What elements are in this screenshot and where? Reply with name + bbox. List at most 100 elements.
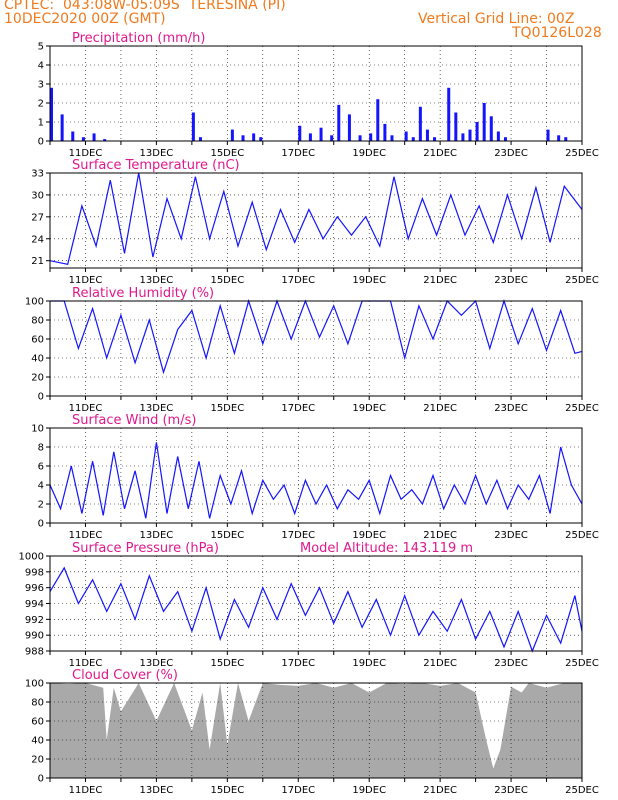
x-tick-label: 19DEC [352, 275, 386, 286]
y-tick-label: 24 [31, 234, 44, 245]
precip-bar [71, 131, 75, 141]
precip-bar [92, 133, 96, 141]
x-tick-label: 23DEC [494, 530, 528, 541]
y-tick-label: 4 [38, 61, 44, 72]
precip-bar [241, 135, 245, 141]
y-tick-label: 0 [38, 519, 44, 530]
precip-bar [447, 87, 451, 141]
precip-bar [461, 133, 465, 141]
x-tick-label: 11DEC [69, 275, 103, 286]
x-tick-label: 13DEC [140, 403, 174, 414]
precip-bar [308, 133, 312, 141]
x-tick-label: 21DEC [423, 658, 457, 669]
x-tick-label: 21DEC [423, 148, 457, 159]
x-tick-label: 15DEC [210, 530, 244, 541]
panel-frame [49, 682, 583, 779]
y-tick-label: 20 [31, 755, 44, 766]
y-tick-label: 4 [38, 481, 44, 492]
precip-bar [50, 87, 53, 141]
x-tick-label: 11DEC [69, 658, 103, 669]
panel-frame [49, 172, 583, 269]
panel-frame [49, 45, 583, 142]
precip-bar [482, 103, 486, 141]
series-line [49, 172, 583, 266]
header-model-id: TQ0126L028 [512, 25, 602, 41]
panel-4: 0 2 4 6 8 10 11DEC 13DEC 15DEC 17DEC 19DEC 21DEC 23D… [31, 413, 599, 541]
y-tick-label: 10 [31, 424, 44, 435]
precip-bar [546, 129, 550, 141]
header-grid-note: Vertical Grid Line: 00Z [418, 11, 575, 27]
series-line [50, 298, 583, 375]
precip-bar [103, 139, 107, 141]
precip-bar [319, 127, 323, 141]
x-tick-label: 13DEC [140, 530, 174, 541]
x-tick-label: 11DEC [69, 530, 103, 541]
x-tick-label: 15DEC [210, 403, 244, 414]
panel-title: Relative Humidity (%) [72, 286, 214, 301]
precip-bar [330, 135, 334, 141]
panel-title: Precipitation (mm/h) [72, 31, 205, 46]
x-tick-label: 15DEC [210, 658, 244, 669]
precip-bar [411, 137, 415, 141]
x-tick-label: 11DEC [69, 403, 103, 414]
y-tick-label: 6 [38, 462, 44, 473]
precip-bar [369, 133, 373, 141]
y-tick-label: 0 [38, 137, 44, 148]
panel-2: 21 24 27 30 33 11DEC 13DEC 15DEC 17DEC 19DEC 21DEC… [31, 158, 599, 286]
y-tick-label: 40 [31, 354, 44, 365]
precip-bar [191, 112, 195, 141]
x-tick-label: 25DEC [565, 530, 599, 541]
x-tick-label: 11DEC [69, 785, 103, 796]
precip-bar [489, 116, 493, 141]
x-tick-label: 23DEC [494, 148, 528, 159]
x-tick-label: 17DEC [281, 658, 315, 669]
y-tick-label: 27 [31, 212, 44, 223]
y-tick-label: 5 [38, 42, 44, 53]
x-tick-label: 13DEC [140, 785, 174, 796]
precip-bar [230, 129, 234, 141]
panel-title: Surface Wind (m/s) [72, 413, 196, 428]
y-tick-label: 3 [38, 80, 44, 91]
x-tick-label: 25DEC [565, 148, 599, 159]
x-tick-label: 25DEC [565, 785, 599, 796]
panel-frame [49, 300, 583, 397]
panel-frame [49, 427, 583, 524]
y-tick-label: 60 [31, 335, 44, 346]
y-tick-label: 992 [25, 615, 44, 626]
precip-bar [298, 125, 302, 141]
precip-bar [81, 137, 85, 141]
precip-bar [404, 131, 408, 141]
panel-1: 0 1 2 3 4 5 11DEC 13DEC 15DEC 17DEC 19DEC 21DEC 23DE… [38, 31, 599, 159]
precip-bar [252, 133, 256, 141]
y-tick-label: 0 [38, 392, 44, 403]
precip-bar [496, 131, 500, 141]
y-tick-label: 994 [25, 599, 44, 610]
x-tick-label: 23DEC [494, 658, 528, 669]
y-tick-label: 988 [25, 647, 44, 658]
x-tick-label: 13DEC [140, 658, 174, 669]
x-tick-label: 23DEC [494, 275, 528, 286]
x-tick-label: 21DEC [423, 530, 457, 541]
x-tick-label: 15DEC [210, 148, 244, 159]
precip-bar [376, 99, 380, 141]
x-tick-label: 15DEC [210, 275, 244, 286]
x-tick-label: 17DEC [281, 275, 315, 286]
y-tick-label: 21 [31, 256, 44, 267]
x-tick-label: 25DEC [565, 658, 599, 669]
y-tick-label: 0 [38, 774, 44, 785]
y-tick-label: 80 [31, 316, 44, 327]
x-tick-label: 19DEC [352, 148, 386, 159]
precip-bar [358, 135, 362, 141]
precip-bar [503, 137, 507, 141]
x-tick-label: 23DEC [494, 785, 528, 796]
cloud-cover-area [50, 683, 582, 778]
y-tick-label: 33 [31, 169, 44, 180]
header-run-date: 10DEC2020 00Z (GMT) [4, 11, 166, 27]
panel-6: 0 20 40 60 80 100 11DEC 13DEC 15DEC 17DEC 19DEC 21D… [25, 668, 599, 796]
x-tick-label: 17DEC [281, 530, 315, 541]
x-tick-label: 21DEC [423, 785, 457, 796]
x-tick-label: 11DEC [69, 148, 103, 159]
y-tick-label: 100 [25, 297, 44, 308]
header-location: CPTEC: 043:08W-05:09S TERESINA (PI) [4, 0, 286, 13]
series-line [49, 566, 583, 653]
